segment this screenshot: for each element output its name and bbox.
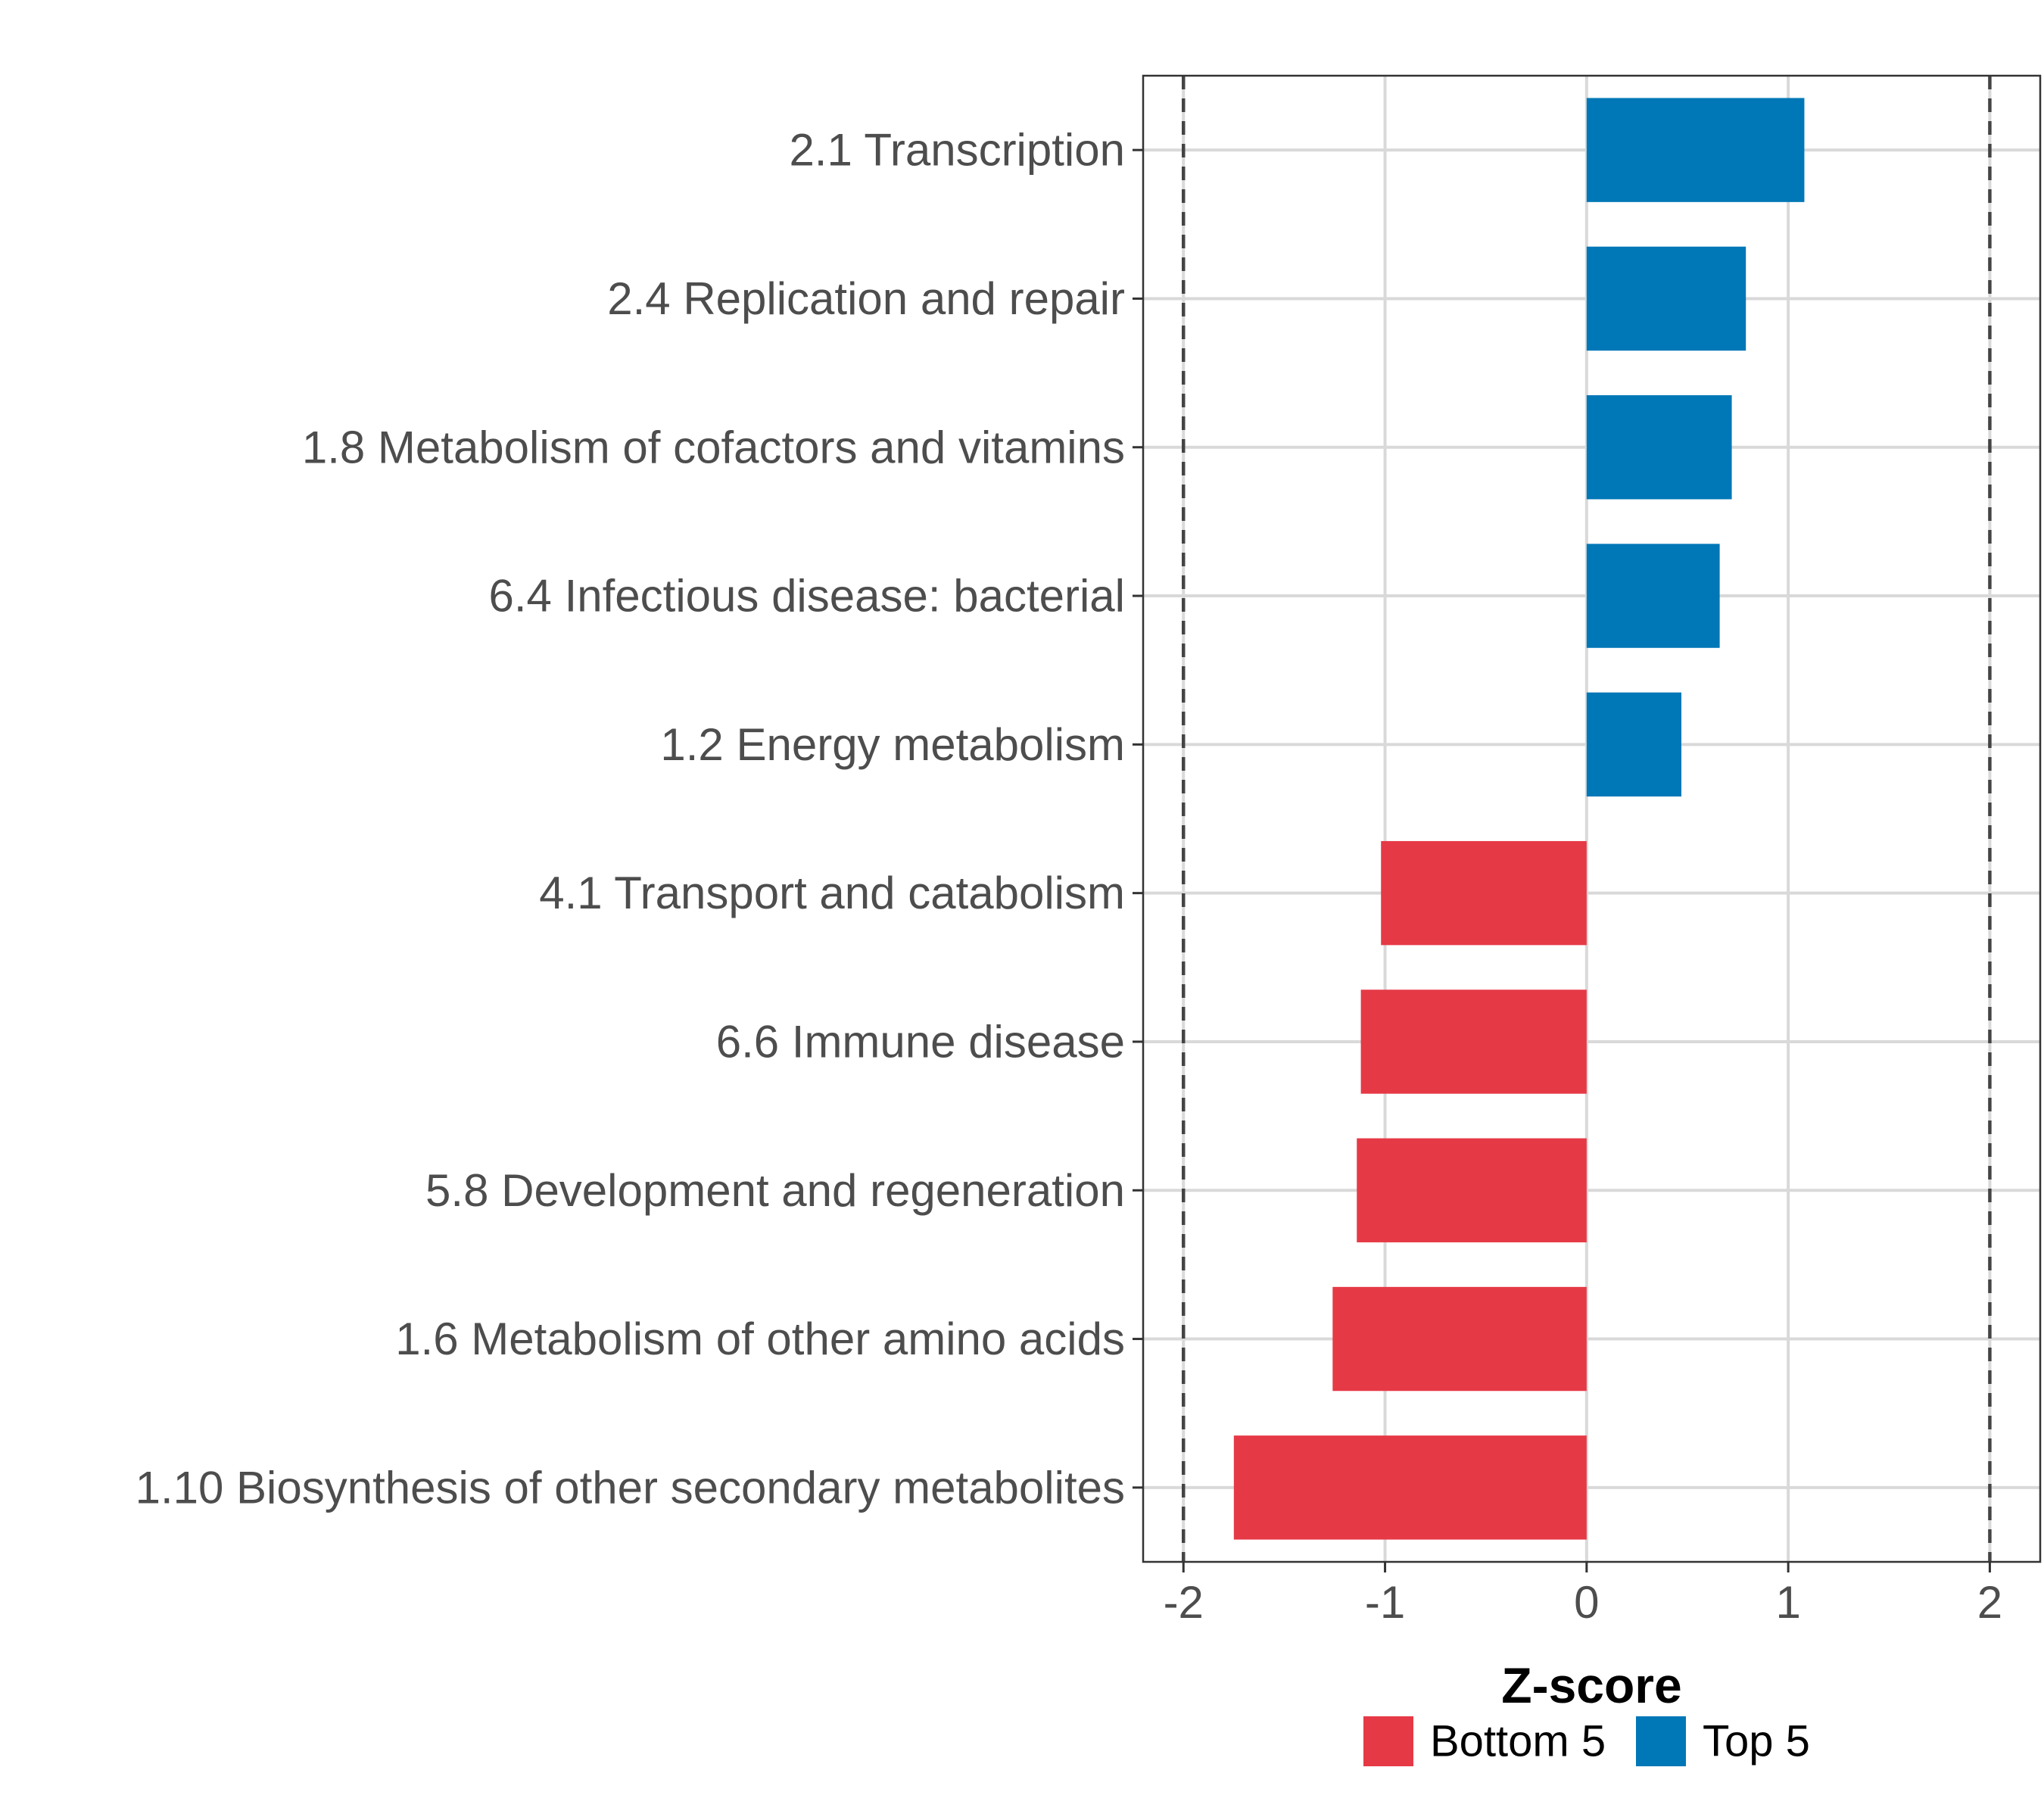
category-label-9: 1.6 Metabolism of other amino acids [395,1314,1125,1364]
category-label-8: 5.8 Development and regeneration [425,1165,1125,1216]
x-axis-ticks [1182,1562,1991,1572]
category-label-7: 6.6 Immune disease [716,1016,1125,1067]
y-axis-ticks [1133,148,1143,1489]
bar-4 [1586,544,1720,648]
x-tick-label-4: 2 [1977,1577,2002,1628]
bar-2 [1586,246,1746,351]
category-label-6: 4.1 Transport and catabolism [539,868,1125,918]
x-tick-label-3: 1 [1775,1577,1800,1628]
bar-8 [1357,1138,1587,1242]
category-label-2: 2.4 Replication and repair [607,273,1125,324]
x-axis-title: Z-score [1501,1657,1681,1713]
x-tick-label-2: 0 [1574,1577,1599,1628]
category-label-5: 1.2 Energy metabolism [660,719,1125,770]
x-tick-label-0: -2 [1164,1577,1204,1628]
category-label-4: 6.4 Infectious disease: bacterial [489,571,1126,622]
legend-key-1 [1363,1716,1413,1766]
legend-label-1: Bottom 5 [1430,1717,1606,1766]
category-label-10: 1.10 Biosynthesis of other secondary met… [136,1462,1125,1513]
reference-lines [1182,76,1992,1562]
bar-7 [1360,990,1587,1094]
bar-6 [1381,840,1587,946]
legend-key-2 [1636,1716,1686,1766]
category-label-1: 2.1 Transcription [789,125,1125,176]
category-label-3: 1.8 Metabolism of cofactors and vitamins [302,422,1125,472]
bar-3 [1586,395,1732,500]
bar-9 [1332,1286,1587,1392]
bar-1 [1586,98,1805,202]
y-axis-labels: 2.1 Transcription 2.4 Replication and rep… [136,125,1125,1513]
bar-10 [1233,1435,1587,1540]
bar-5 [1586,692,1681,797]
x-axis-labels: -2 -1 0 1 2 [1164,1577,2003,1628]
x-tick-label-1: -1 [1365,1577,1405,1628]
legend-label-2: Top 5 [1703,1717,1810,1766]
legend: Bottom 5 Top 5 [1363,1716,1810,1766]
plot-panel-border [1142,74,2042,1563]
bars [1233,98,1805,1540]
